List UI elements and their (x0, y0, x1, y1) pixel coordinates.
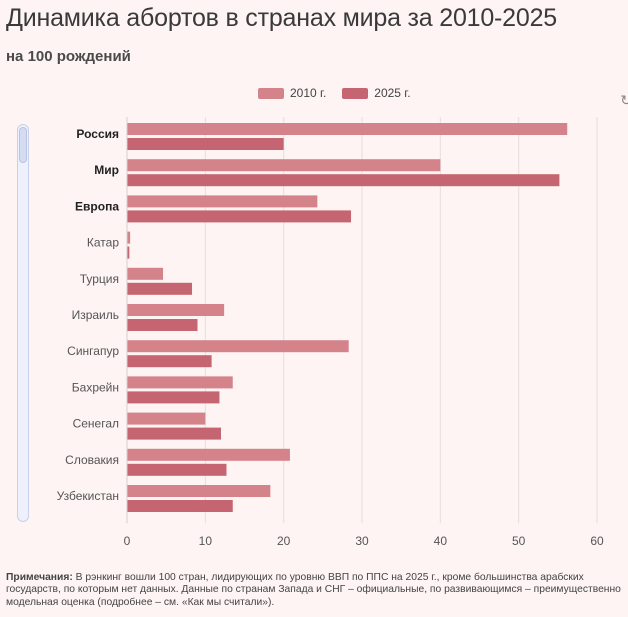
footnote-text: В рэнкинг вошли 100 стран, лидирующих по… (6, 572, 621, 608)
legend-swatch-2025 (342, 87, 369, 99)
bar-2010-8 (127, 412, 206, 425)
bar-2010-9 (127, 448, 290, 461)
bar-2025-7 (127, 391, 220, 404)
x-tick-label-10: 10 (199, 534, 213, 548)
bar-2010-1 (127, 159, 441, 172)
category-label-1: Мир (94, 163, 119, 177)
category-label-9: Словакия (65, 453, 119, 467)
vertical-scrollbar[interactable] (17, 124, 29, 522)
legend-item-2025[interactable]: 2025 г. (342, 86, 411, 100)
category-label-0: Россия (76, 127, 119, 141)
x-tick-label-50: 50 (512, 534, 526, 548)
bar-2010-4 (127, 267, 164, 280)
bar-2025-9 (127, 463, 227, 476)
legend-item-2010[interactable]: 2010 г. (258, 86, 326, 100)
x-tick-label-20: 20 (277, 534, 291, 548)
footnote-label: Примечания: (6, 572, 73, 583)
bar-2025-8 (127, 427, 221, 440)
category-label-2: Европа (75, 199, 119, 213)
category-label-7: Бахрейн (72, 380, 119, 394)
bar-2010-2 (127, 195, 318, 208)
footnote: Примечания: В рэнкинг вошли 100 стран, л… (6, 572, 624, 609)
bar-2010-5 (127, 304, 225, 316)
bar-2010-10 (127, 485, 271, 497)
bar-2010-0 (127, 123, 568, 135)
category-label-5: Израиль (72, 308, 119, 322)
scrollbar-thumb[interactable] (19, 127, 27, 163)
chart-title: Динамика абортов в странах мира за 2010-… (6, 4, 557, 32)
bar-chart: 0 10 20 30 40 50 60 Россия Мир Европа Катар Турция И… (57, 117, 604, 548)
bar-2010-3 (127, 231, 131, 244)
legend-label-2010: 2010 г. (290, 86, 327, 100)
category-label-6: Сингапур (67, 344, 119, 358)
bar-2025-6 (127, 355, 212, 368)
x-tick-label-0: 0 (124, 534, 131, 548)
legend-label-2025: 2025 г. (374, 86, 411, 100)
x-tick-label-40: 40 (434, 534, 448, 548)
legend-swatch-2010 (258, 87, 284, 99)
category-label-8: Сенегал (73, 417, 119, 431)
bar-2010-7 (127, 376, 233, 389)
bar-2010-6 (127, 340, 349, 353)
bar-2025-3 (127, 246, 130, 259)
bar-2025-10 (127, 500, 233, 512)
bar-2025-1 (127, 174, 560, 187)
category-label-4: Турция (80, 272, 119, 286)
x-tick-label-30: 30 (355, 534, 369, 548)
x-tick-label-60: 60 (590, 534, 604, 548)
bar-2025-0 (127, 138, 284, 150)
category-label-10: Узбекистан (57, 489, 119, 503)
bar-2025-2 (127, 210, 352, 223)
legend: 2010 г. 2025 г. (258, 86, 427, 100)
bar-2025-5 (127, 319, 198, 331)
category-label-3: Катар (87, 236, 119, 250)
bar-2025-4 (127, 282, 193, 295)
chart-subtitle: на 100 рождений (6, 48, 131, 65)
refresh-icon[interactable]: ↻ (620, 92, 628, 108)
